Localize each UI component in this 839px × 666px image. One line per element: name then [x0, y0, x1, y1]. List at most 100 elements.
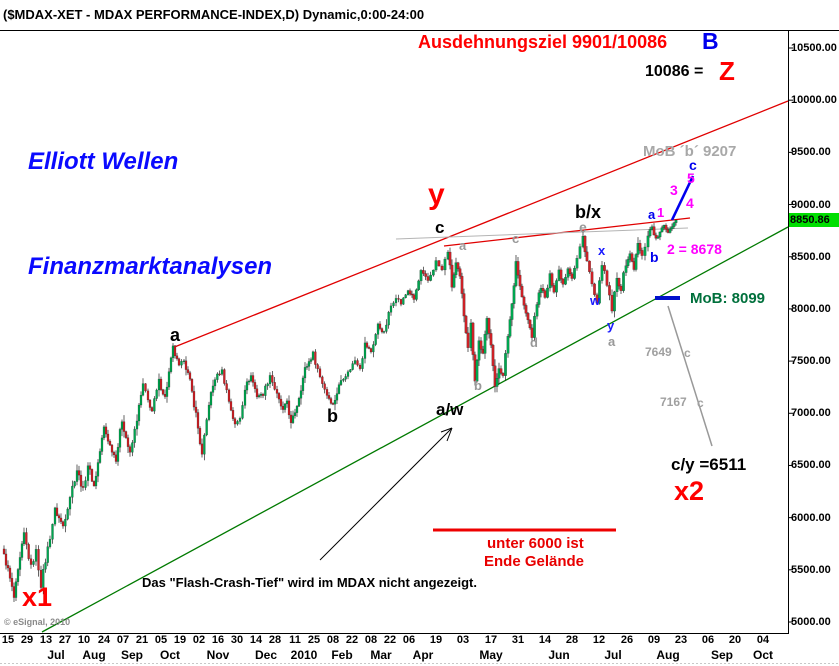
x-axis-day-tick: 02: [192, 634, 206, 646]
x-axis-day-tick: 29: [20, 634, 34, 646]
annotation-target-cy-6511: c/y =6511: [671, 455, 747, 474]
x-axis-day-tick: 20: [728, 634, 742, 646]
annotation-alt-7167: 7167: [660, 395, 687, 409]
arrow-head-right: [446, 427, 453, 442]
brand-watermark: Elliott Wellen Finanzmarktanalysen: [28, 74, 272, 354]
x-axis-day-tick: 10: [77, 634, 91, 646]
x-axis-day-tick: 08: [364, 634, 378, 646]
x-axis-day-tick: 28: [268, 634, 282, 646]
channel-upper-red: [171, 100, 789, 349]
y-axis-label: 6500.00: [791, 459, 831, 472]
annotation-wave-y-small: y: [607, 318, 615, 333]
x-axis-day-tick: 04: [756, 634, 770, 646]
window-title: ($MDAX-XET - MDAX PERFORMANCE-INDEX,D) D…: [3, 7, 425, 22]
y-axis-label: 9500.00: [791, 146, 831, 159]
x-axis-month-label: Oct: [159, 648, 181, 662]
annotation-wave-c-top: c: [435, 218, 445, 237]
x-axis-day-tick: 19: [173, 634, 187, 646]
y-axis-label: 10500.00: [791, 42, 837, 54]
annotation-tri-c: c: [512, 231, 520, 246]
x-axis-month-label: Jul: [604, 648, 622, 662]
x-axis-day-tick: 13: [39, 634, 53, 646]
x-axis-day-tick: 23: [674, 634, 688, 646]
annotation-label-big-B: B: [702, 28, 719, 54]
annotation-label-big-Z: Z: [719, 56, 735, 86]
gray-flat-top: [395, 227, 689, 240]
x-axis-day-tick: 24: [97, 634, 111, 646]
annotation-alt-7649: 7649: [645, 345, 672, 359]
annotation-tri-a: a: [459, 238, 467, 253]
blue-projection: [670, 175, 695, 221]
annotation-wave5-3: 3: [670, 182, 678, 198]
x-axis-month-label: Sep: [710, 648, 734, 662]
y-axis-label: 10000.00: [791, 94, 837, 107]
last-price-box: 8850.86: [789, 213, 839, 228]
x-axis-day-tick: 22: [345, 634, 359, 646]
y-axis-label: 7500.00: [791, 355, 831, 368]
x-axis-day-tick: 31: [511, 634, 525, 646]
axes-frame: [0, 30, 839, 664]
x-axis-month-label: Oct: [752, 648, 774, 662]
x-axis-day-tick: 15: [1, 634, 15, 646]
annotation-unter-6000-line2: Ende Gelände: [484, 553, 585, 570]
annotation-alt-a: a: [608, 334, 616, 349]
x-axis-month-label: Jul: [47, 648, 65, 662]
inner-red-resistance: [443, 217, 691, 247]
y-axis-label: 8500.00: [791, 250, 831, 263]
x-axis-day-tick: 19: [429, 634, 443, 646]
x-axis-day-tick: 22: [383, 634, 397, 646]
gray-alt-path: [667, 305, 713, 447]
x-axis-day-tick: 09: [647, 634, 661, 646]
x-axis-day-tick: 11: [289, 634, 301, 646]
y-axis-label: 6000.00: [791, 511, 831, 524]
annotation-wave-b-major: b: [327, 406, 338, 426]
annotation-wave5-a: a: [648, 207, 656, 222]
x-axis-month-label: 2010: [290, 648, 318, 662]
channel-lower-green: [41, 226, 789, 633]
annotation-ausdehnungsziel: Ausdehnungsziel 9901/10086: [418, 32, 668, 52]
annotation-wave-x2: x2: [674, 476, 705, 506]
x-axis-day-tick: 26: [620, 634, 634, 646]
x-axis-day-tick: 21: [135, 634, 149, 646]
annotation-unter-6000-line1: unter 6000 ist: [487, 535, 584, 552]
annotation-tri-e: e: [579, 219, 587, 235]
x-axis-month-label: Aug: [656, 648, 680, 662]
annotation-target-10086: 10086 =: [645, 63, 704, 80]
annotation-wave5-1: 1: [657, 205, 665, 220]
x-axis-month-label: Nov: [206, 648, 230, 662]
y-axis-label: 5000.00: [791, 616, 831, 628]
annotation-wave-w: w: [590, 293, 601, 308]
annotation-wave-x1: x1: [22, 582, 53, 612]
annotation-esignal-credit: © eSignal, 2010: [4, 617, 71, 627]
x-axis-day-tick: 30: [230, 634, 244, 646]
annotation-wave5-c: c: [689, 157, 697, 173]
x-axis-day-tick: 06: [402, 634, 416, 646]
x-axis-day-tick: 28: [565, 634, 579, 646]
x-axis-day-tick: 07: [116, 634, 130, 646]
x-axis-day-tick: 05: [154, 634, 168, 646]
x-axis-month-label: Dec: [254, 648, 278, 662]
x-axis-day-tick: 25: [307, 634, 321, 646]
annotation-tri-b: b: [474, 378, 482, 393]
x-axis-day-tick: 27: [58, 634, 72, 646]
x-axis-month-label: May: [479, 648, 503, 662]
x-axis-day-tick: 17: [484, 634, 498, 646]
x-axis-month-label: Apr: [412, 648, 434, 662]
arrow-shaft: [319, 428, 452, 561]
x-axis-day-tick: 12: [592, 634, 606, 646]
title-bar: ($MDAX-XET - MDAX PERFORMANCE-INDEX,D) D…: [0, 0, 839, 31]
x-axis-month-label: Aug: [82, 648, 106, 662]
arrow-head-left: [440, 427, 453, 433]
annotation-wave5-2-8678: 2 = 8678: [667, 241, 722, 257]
y-axis-label: 5500.00: [791, 563, 831, 576]
brand-line2: Finanzmarktanalysen: [28, 253, 273, 280]
annotation-wave-y-big: y: [428, 178, 445, 211]
brand-line1: Elliott Wellen: [28, 148, 179, 175]
annotation-mob-b-9207: MoB ´b´ 9207: [643, 143, 737, 160]
annotation-mob-8099: MoB: 8099: [690, 290, 766, 307]
x-axis-day-tick: 03: [456, 634, 470, 646]
x-axis-day-tick: 14: [249, 634, 263, 646]
annotation-alt-7649-c: c: [684, 346, 691, 360]
y-axis-label: 9000.00: [791, 198, 831, 211]
